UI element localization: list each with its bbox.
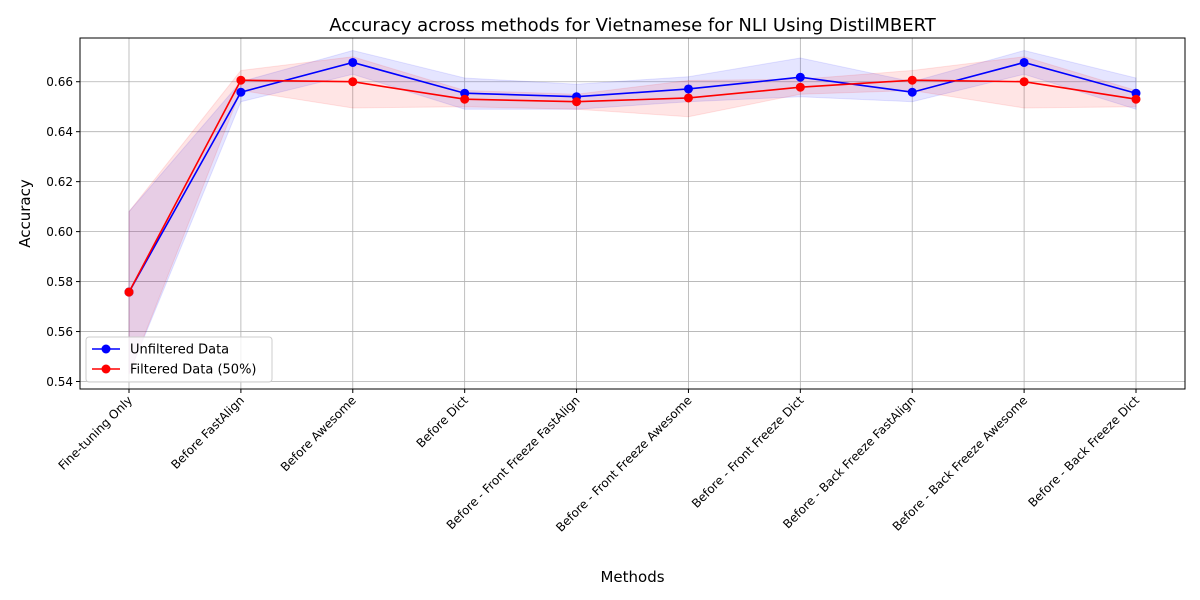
data-point-series-1 [907,87,917,97]
data-point-series-2 [236,75,246,85]
x-axis-label: Methods [600,568,664,586]
x-tick-label: Before FastAlign [168,393,247,472]
x-axis-ticks: Fine-tuning Only Before FastAlign Before A… [56,389,1142,535]
legend-label-1: Unfiltered Data [130,343,229,358]
data-point-series-2 [124,287,134,297]
legend-label-2: Filtered Data (50%) [130,363,257,378]
x-tick-label: Before - Back Freeze Awesome [890,393,1030,533]
y-axis-label: Accuracy [16,179,34,248]
legend: Unfiltered Data Filtered Data (50%) [85,336,273,383]
data-point-series-1 [1019,57,1029,67]
y-tick-label: 0.60 [46,225,73,239]
x-tick-label: Before - Back Freeze Dict [1025,393,1142,510]
data-point-series-1 [683,84,693,94]
y-tick-label: 0.54 [46,375,73,389]
x-tick-label: Before Dict [414,393,471,450]
data-point-series-2 [1131,94,1141,104]
legend-marker-2 [101,364,111,374]
x-tick-label: Before - Front Freeze Awesome [553,393,694,534]
legend-box [85,336,273,383]
data-point-series-1 [348,57,358,67]
y-tick-label: 0.64 [46,125,73,139]
x-tick-label: Before - Front Freeze FastAlign [444,393,583,532]
series-line-1 [128,61,1137,293]
x-tick-label: Before - Back Freeze FastAlign [780,393,918,531]
chart-title: Accuracy across methods for Vietnamese f… [329,15,937,36]
data-point-series-2 [348,77,358,87]
data-point-series-2 [795,82,805,92]
confidence-bands [128,49,1137,375]
x-tick-label: Before - Front Freeze Dict [689,393,807,511]
data-point-series-1 [236,87,246,97]
y-axis-ticks: 0.54 0.56 0.58 0.60 0.62 0.64 0.66 [46,75,80,389]
data-point-series-2 [572,97,582,107]
confidence-band-series-1 [128,49,1137,375]
data-point-series-2 [1019,77,1029,87]
y-tick-label: 0.62 [46,175,73,189]
series-lines [128,61,1137,293]
series-points [124,57,1141,297]
data-point-series-2 [683,93,693,103]
x-tick-label: Fine-tuning Only [56,393,136,473]
legend-marker-1 [101,344,111,354]
series-line-2 [128,79,1137,293]
data-point-series-2 [460,94,470,104]
plot-area-frame [79,37,1186,390]
x-tick-label: Before Awesome [278,393,359,474]
y-tick-label: 0.66 [46,75,73,89]
y-tick-label: 0.58 [46,275,73,289]
confidence-band-series-2 [128,56,1137,375]
data-point-series-1 [795,72,805,82]
y-tick-label: 0.56 [46,325,73,339]
data-point-series-2 [907,75,917,85]
